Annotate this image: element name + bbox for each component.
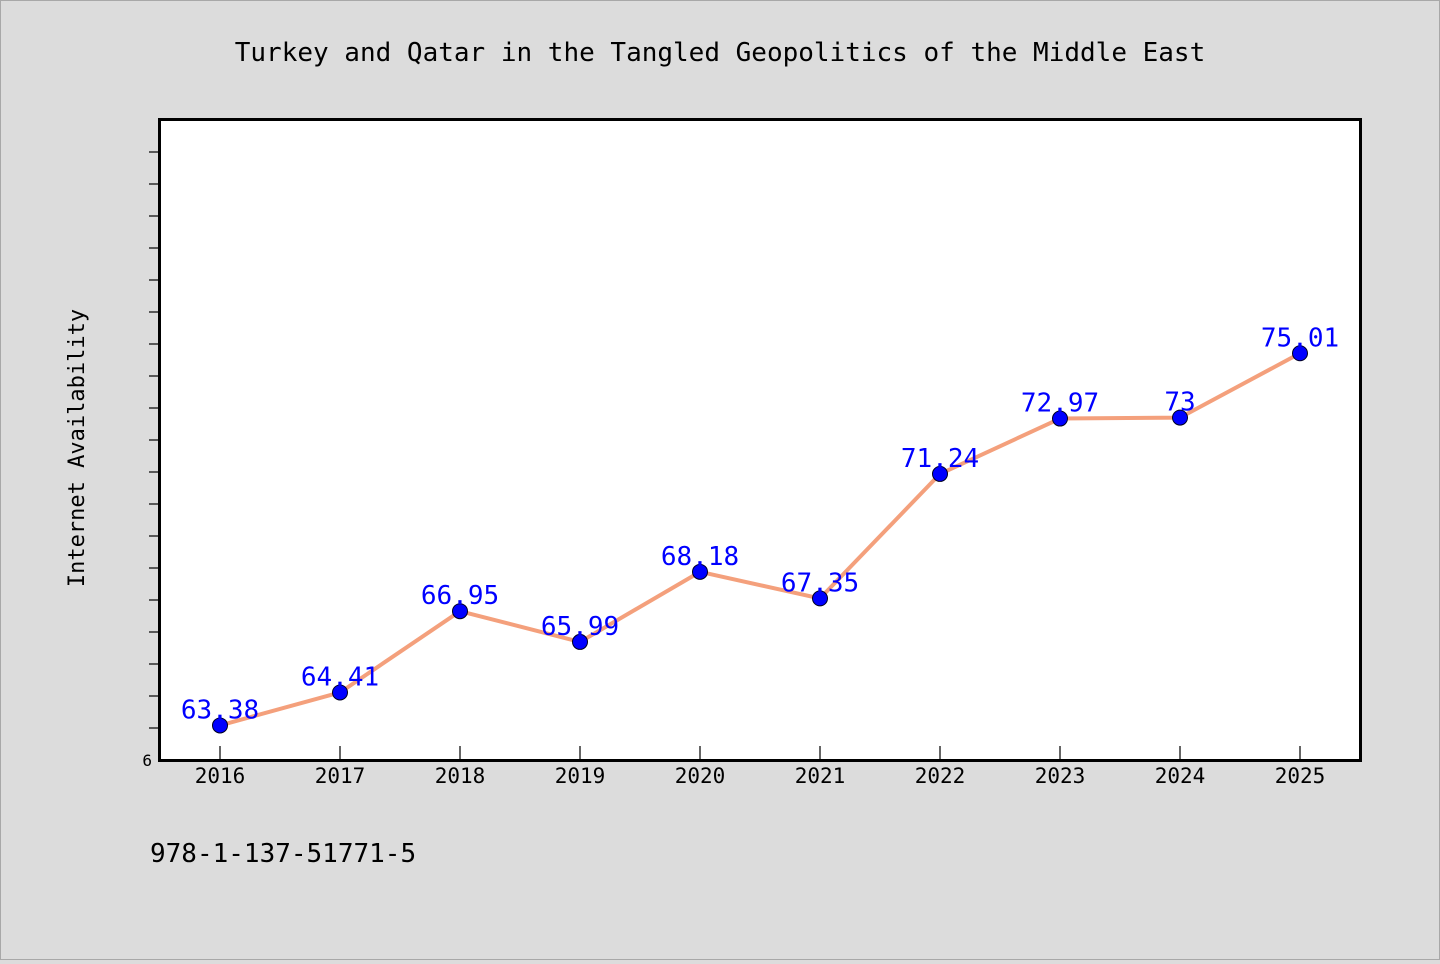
- x-tick-label: 2022: [915, 764, 966, 788]
- data-label: 71.24: [901, 444, 979, 474]
- series-layer: 63.38 64.41 66.95 65.99 68.18 67.35 71.24 72.97…: [181, 323, 1339, 734]
- data-point: [1292, 345, 1308, 362]
- data-label: 64.41: [301, 662, 379, 692]
- data-label: 68.18: [661, 542, 739, 572]
- isbn-text: 978-1-137-51771-5: [150, 839, 416, 869]
- y-axis-ticks: 6: [142, 151, 160, 770]
- x-tick-label: 2019: [555, 764, 606, 788]
- data-label: 63.38: [181, 695, 259, 725]
- data-point: [692, 563, 708, 580]
- data-label: 65.99: [541, 612, 619, 642]
- data-point: [212, 717, 228, 734]
- x-tick-label: 2021: [795, 764, 846, 788]
- data-point: [1172, 409, 1188, 426]
- x-tick-label: 2016: [195, 764, 246, 788]
- data-point: [1052, 410, 1068, 427]
- x-tick-label: 2023: [1035, 764, 1086, 788]
- x-tick-label: 2017: [315, 764, 366, 788]
- data-point: [332, 684, 348, 701]
- x-tick-label: 2020: [675, 764, 726, 788]
- data-label: 73: [1164, 388, 1195, 418]
- data-label: 72.97: [1021, 389, 1099, 419]
- data-point: [812, 590, 828, 607]
- data-label: 67.35: [781, 568, 859, 598]
- x-axis-ticks: 2016 2017 2018 2019 2020 2021 2022 2023 2024 2025: [195, 746, 1326, 788]
- data-point: [452, 603, 468, 620]
- y-tick-label: 6: [142, 751, 152, 770]
- chart-title: Turkey and Qatar in the Tangled Geopolit…: [235, 38, 1206, 68]
- y-axis-label: Internet Availability: [65, 309, 90, 587]
- x-tick-label: 2018: [435, 764, 486, 788]
- data-point: [572, 633, 588, 650]
- data-label: 66.95: [421, 581, 499, 611]
- data-point: [932, 465, 948, 482]
- plot-area: [158, 118, 1362, 762]
- x-tick-label: 2024: [1155, 764, 1206, 788]
- x-tick-label: 2025: [1275, 764, 1326, 788]
- series-line: [218, 351, 1302, 728]
- data-label: 75.01: [1261, 323, 1339, 353]
